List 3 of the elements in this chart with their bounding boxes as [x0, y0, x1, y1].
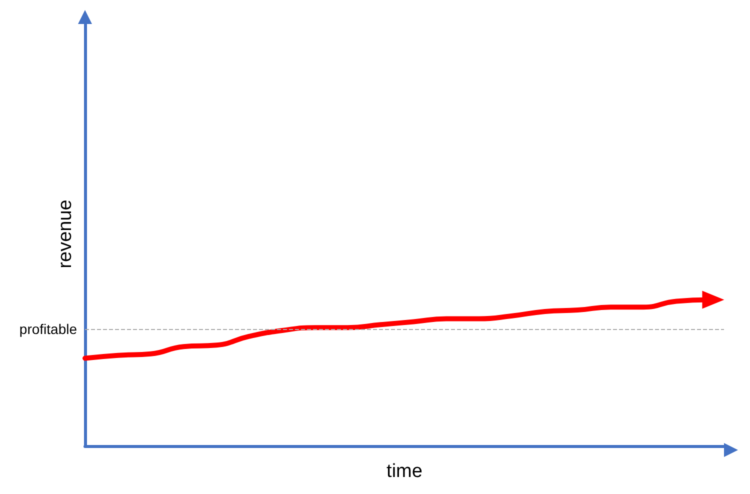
x-axis-title: time [386, 461, 422, 482]
ref-line-label: profitable [19, 321, 78, 338]
y-axis-title: revenue [55, 200, 76, 268]
